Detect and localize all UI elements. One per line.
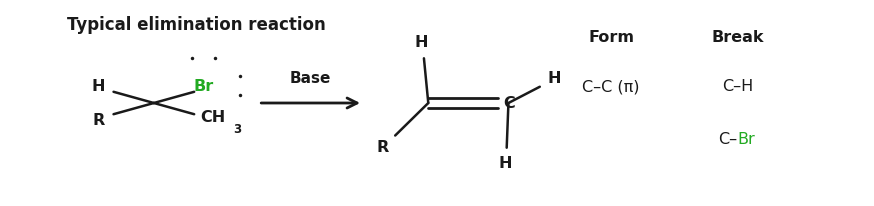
Text: C–: C– [718,132,738,147]
Text: C–H: C–H [722,79,753,94]
Text: H: H [498,157,511,171]
Text: Form: Form [588,30,635,46]
Text: C–C (π): C–C (π) [582,79,640,94]
Text: R: R [92,114,104,128]
Text: C: C [503,96,515,110]
Text: Typical elimination reaction: Typical elimination reaction [66,16,325,34]
Text: H: H [414,35,428,49]
Text: Break: Break [711,30,764,46]
Text: Br: Br [738,132,755,147]
Text: H: H [548,71,561,86]
Text: H: H [92,79,105,94]
Text: R: R [377,140,389,155]
Text: CH: CH [200,110,225,125]
Text: 3: 3 [233,123,241,137]
Text: Base: Base [290,71,331,86]
Text: Br: Br [194,79,214,94]
